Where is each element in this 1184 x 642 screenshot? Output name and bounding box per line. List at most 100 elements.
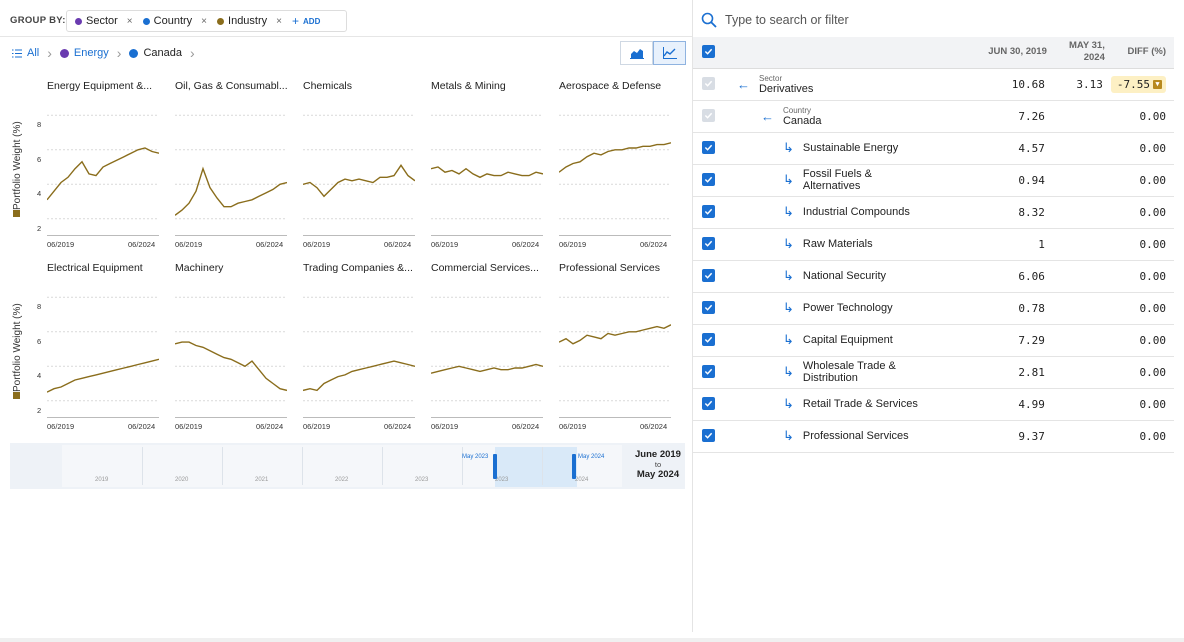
add-grouping-button[interactable]: + ADD (292, 14, 320, 28)
row-checkbox[interactable] (702, 429, 716, 442)
header-diff[interactable]: DIFF (%) (1110, 37, 1174, 69)
select-all-cell (693, 37, 725, 69)
row-text: Industrial Compounds (803, 206, 910, 218)
row-checkbox[interactable] (702, 77, 716, 90)
chip-remove-icon[interactable]: × (201, 15, 208, 27)
back-arrow-icon[interactable]: ← (736, 76, 750, 92)
row-checkbox[interactable] (702, 109, 716, 122)
series-line[interactable] (559, 142, 671, 173)
row-checkbox[interactable] (702, 397, 716, 410)
search-bar (693, 0, 1174, 37)
row-label: ↳ Raw Materials (725, 236, 965, 252)
row-checkbox[interactable] (702, 141, 716, 154)
search-icon (701, 12, 717, 28)
table-row[interactable]: ↳ Professional Services 9.37 0.00 (693, 420, 1174, 453)
start-handle-label: May 2023 (462, 454, 489, 460)
row-label-cell: ↳ Raw Materials (724, 228, 965, 261)
row-name: Sustainable Energy (802, 142, 899, 154)
row-checkbox[interactable] (702, 173, 716, 186)
value-jun-2019: 7.26 (964, 100, 1053, 133)
table-row[interactable]: ← Country Canada 7.26 0.00 (693, 100, 1174, 133)
group-by-chip-country: Country × (142, 15, 208, 27)
x-tick-label: 06/2019 (559, 422, 587, 431)
row-checkbox-cell (693, 132, 725, 165)
table-row[interactable]: ↳ Sustainable Energy 4.57 0.00 (693, 132, 1174, 165)
group-by-bar: GROUP BY: Sector × Country × Industry × + ADD (0, 0, 692, 37)
chip-color-dot (142, 17, 150, 25)
series-line[interactable] (175, 341, 287, 392)
industry-chart: Metals & Mining 06/2019 06/2024 (431, 70, 549, 249)
timeline-year-separator (222, 447, 223, 485)
chip-remove-icon[interactable]: × (276, 15, 282, 27)
y-axis-label: Portfolio Weight (%) (12, 303, 23, 392)
timeline-track[interactable]: 2019 2020 2021 2022 2023 2023 2024 May 2023 May … (62, 445, 622, 487)
table-row[interactable]: ↳ Capital Equipment 7.29 0.00 (693, 324, 1174, 357)
series-line[interactable] (559, 324, 671, 345)
timeline-end-handle[interactable] (572, 454, 576, 479)
chevron-right-icon: › (189, 45, 195, 61)
series-line[interactable] (303, 360, 415, 392)
breadcrumb-all[interactable]: All (12, 47, 39, 59)
row-label: ↳ Industrial Compounds (725, 204, 965, 220)
series-line[interactable] (47, 358, 159, 393)
row-checkbox-cell (693, 228, 725, 261)
breadcrumb-energy[interactable]: Energy (59, 47, 109, 59)
row-checkbox-cell (693, 260, 725, 293)
table-header-row: JUN 30, 2019 MAY 31, 2024 DIFF (%) (693, 37, 1174, 69)
series-line[interactable] (47, 147, 159, 201)
plus-icon: + (292, 14, 300, 28)
chart-plot (175, 296, 287, 418)
table-row[interactable]: ↳ Fossil Fuels & Alternatives 0.94 0.00 (693, 164, 1174, 197)
chart-plot (559, 296, 671, 418)
breadcrumb-canada[interactable]: Canada (129, 47, 182, 59)
table-row[interactable]: ↳ Industrial Compounds 8.32 0.00 (693, 196, 1174, 229)
chart-plot (47, 296, 159, 418)
industry-chart: Commercial Services... 06/2019 06/2024 (431, 252, 549, 431)
chevron-right-icon: › (47, 45, 52, 61)
row-checkbox[interactable] (702, 205, 716, 218)
row-checkbox[interactable] (702, 333, 716, 346)
x-tick-label: 06/2019 (431, 422, 459, 431)
row-checkbox-cell (693, 356, 725, 389)
table-row[interactable]: ↳ Wholesale Trade & Distribution 2.81 0.00 (693, 356, 1174, 389)
series-line[interactable] (303, 164, 415, 198)
series-line[interactable] (431, 166, 543, 179)
row-group-type: Country (782, 105, 811, 115)
x-tick-label: 06/2019 (431, 240, 459, 249)
table-row[interactable]: ↳ Power Technology 0.78 0.00 (693, 292, 1174, 325)
chart-title: Trading Companies &... (303, 262, 413, 274)
series-line[interactable] (431, 363, 543, 374)
row-checkbox[interactable] (702, 237, 716, 250)
back-arrow-icon[interactable]: ← (760, 108, 774, 124)
child-arrow-icon: ↳ (782, 332, 794, 347)
value-jun-2019: 8.32 (964, 196, 1053, 229)
value-may-2024 (1052, 388, 1111, 421)
timeline-selection[interactable] (495, 447, 577, 487)
row-checkbox[interactable] (702, 365, 716, 378)
select-all-checkbox[interactable] (702, 44, 716, 58)
line-chart-view-button[interactable] (653, 41, 686, 65)
y-tick-label: 4 (37, 189, 42, 199)
chip-remove-icon[interactable]: × (126, 15, 133, 27)
industry-chart: Aerospace & Defense 06/2019 06/2024 (559, 70, 677, 249)
table-row[interactable]: ↳ National Security 6.06 0.00 (693, 260, 1174, 293)
table-row[interactable]: ↳ Raw Materials 1 0.00 (693, 228, 1174, 261)
search-input[interactable] (725, 11, 1165, 29)
row-label: ↳ Fossil Fuels & Alternatives (725, 168, 965, 192)
table-row[interactable]: ↳ Retail Trade & Services 4.99 0.00 (693, 388, 1174, 421)
row-checkbox[interactable] (702, 269, 716, 282)
value-may-2024 (1052, 100, 1111, 133)
row-label: ← Sector Derivatives (725, 74, 965, 95)
chart-plot (303, 114, 415, 236)
table-row[interactable]: ← Sector Derivatives 10.68 3.13 -7.55 ▼ (693, 68, 1174, 101)
chart-plot (431, 296, 543, 418)
row-name: Derivatives (758, 82, 814, 95)
header-may-2024[interactable]: MAY 31, 2024 (1052, 37, 1111, 69)
area-chart-view-button[interactable] (620, 41, 653, 65)
row-checkbox[interactable] (702, 301, 716, 314)
row-name: Capital Equipment (802, 334, 893, 346)
breadcrumb-color-dot (59, 48, 69, 58)
timeline-start-handle[interactable] (493, 454, 497, 479)
header-jun-2019[interactable]: JUN 30, 2019 (964, 37, 1053, 69)
series-line[interactable] (175, 166, 287, 216)
